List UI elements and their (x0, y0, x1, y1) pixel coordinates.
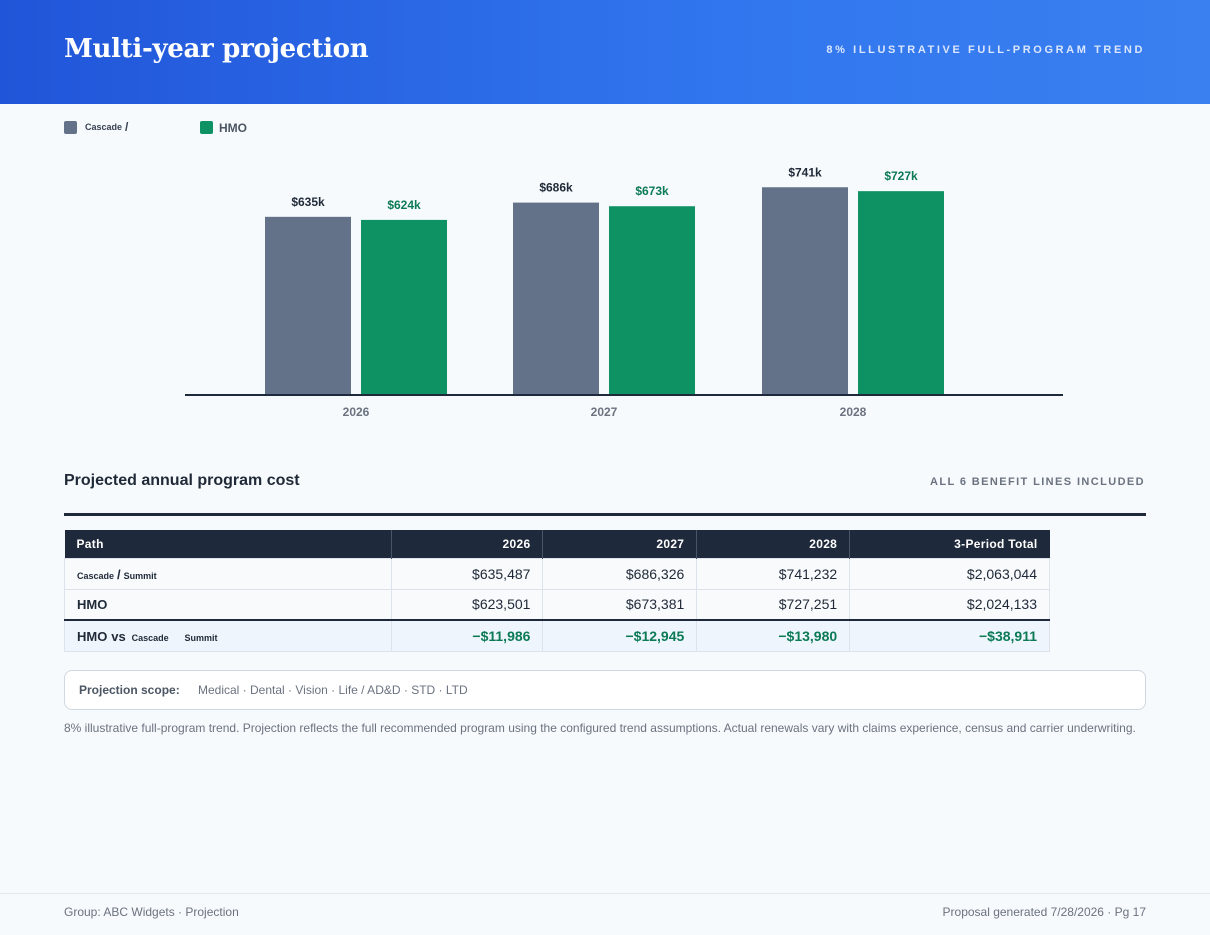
cell-2028: −$13,980 (696, 619, 851, 652)
footer-group: Group: ABC Widgets · Projection (64, 905, 239, 919)
bar-value-label: $741k (788, 165, 822, 179)
legend-separator: / (125, 120, 129, 134)
path-summit: Summit (184, 632, 218, 643)
cell-2026: $635,487 (390, 557, 544, 590)
cell-2028: $727,251 (696, 588, 851, 621)
path-separator: / (117, 566, 121, 582)
x-tick-label: 2028 (840, 405, 867, 419)
row-path-cell: HMO vs Cascade Summit (64, 619, 392, 652)
col-header-total: 3-Period Total (849, 530, 1050, 558)
page-title: Multi-year projection (64, 34, 369, 64)
bar-cascade-2027 (513, 202, 599, 394)
bar-hmo-2027 (609, 206, 695, 394)
disclaimer-text: 8% illustrative full-program trend. Proj… (64, 721, 1136, 735)
x-tick-label: 2027 (591, 405, 618, 419)
bar-hmo-2026 (361, 219, 447, 394)
path-vs: vs (111, 628, 126, 644)
x-tick-label: 2026 (343, 405, 370, 419)
path-summit: Summit (123, 570, 157, 581)
table-row-difference: HMO vs Cascade Summit −$11,986 −$12,945 … (64, 619, 1050, 652)
path-cascade: Cascade (131, 632, 169, 643)
scope-label: Projection scope: (79, 683, 180, 697)
bar-hmo-2028 (858, 191, 944, 394)
legend-label-cascade: Cascade (85, 122, 123, 132)
row-path-cell: HMO (64, 588, 392, 621)
cell-2027: $686,326 (542, 557, 698, 590)
cell-total: −$38,911 (849, 619, 1050, 652)
projection-bar-chart: $635k $624k 2026 $686k $673k 2027 $741k $727k 20… (185, 165, 1063, 419)
bar-value-label: $624k (387, 198, 421, 212)
bar-value-label: $673k (635, 184, 669, 198)
col-header-2026: 2026 (391, 530, 544, 558)
legend-swatch-cascade (64, 121, 77, 134)
bar-value-label: $635k (291, 195, 325, 209)
footer-divider (0, 893, 1210, 894)
cell-2026: $623,501 (390, 588, 544, 621)
col-header-path: Path (64, 530, 392, 558)
section-title: Projected annual program cost (64, 472, 300, 489)
bar-value-label: $686k (539, 181, 573, 195)
path-hmo: HMO (77, 628, 108, 644)
table-row: HMO $623,501 $673,381 $727,251 $2,024,13… (64, 588, 1050, 621)
bar-value-label: $727k (884, 169, 918, 183)
section-divider (64, 513, 1146, 516)
bar-cascade-2028 (762, 187, 848, 394)
cell-2026: −$11,986 (390, 619, 544, 652)
scope-value: Medical · Dental · Vision · Life / AD&D … (198, 683, 468, 697)
bar-cascade-2026 (265, 216, 351, 394)
footer-generated: Proposal generated 7/28/2026 · Pg 17 (942, 905, 1146, 919)
table-row: Cascade / Summit $635,487 $686,326 $741,23… (64, 557, 1050, 590)
path-hmo: HMO (77, 597, 108, 613)
col-header-2028: 2028 (696, 530, 851, 558)
page-header: Multi-year projection 8% ILLUSTRATIVE FU… (0, 0, 1210, 104)
legend-label-hmo: HMO (219, 121, 247, 135)
cell-2028: $741,232 (696, 557, 851, 590)
section-note: ALL 6 BENEFIT LINES INCLUDED (929, 476, 1145, 488)
projection-scope-box: Projection scope: Medical · Dental · Vis… (64, 670, 1146, 710)
legend-swatch-hmo (200, 121, 213, 134)
trend-subtitle: 8% ILLUSTRATIVE FULL-PROGRAM TREND (826, 44, 1145, 56)
row-path-cell: Cascade / Summit (64, 557, 392, 590)
cell-total: $2,063,044 (849, 557, 1050, 590)
table-header-row: Path 2026 2027 2028 3-Period Total (64, 530, 1050, 558)
projection-table: Path 2026 2027 2028 3-Period Total Casca… (64, 530, 1050, 652)
cell-2027: $673,381 (542, 588, 698, 621)
col-header-2027: 2027 (542, 530, 698, 558)
path-cascade: Cascade (77, 570, 115, 581)
cell-total: $2,024,133 (849, 588, 1050, 621)
chart-legend: Cascade / HMO (64, 120, 364, 136)
cell-2027: −$12,945 (542, 619, 698, 652)
